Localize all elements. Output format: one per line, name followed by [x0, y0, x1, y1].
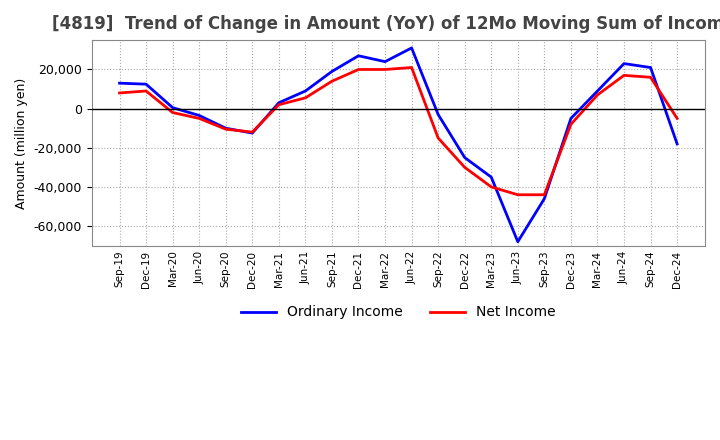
Net Income — [567, 121, 575, 127]
Ordinary Income — [195, 113, 204, 118]
Ordinary Income — [381, 59, 390, 64]
Net Income — [115, 90, 124, 95]
Net Income — [142, 88, 150, 94]
Net Income — [487, 184, 495, 190]
Ordinary Income — [354, 53, 363, 59]
Ordinary Income — [540, 196, 549, 202]
Title: [4819]  Trend of Change in Amount (YoY) of 12Mo Moving Sum of Incomes: [4819] Trend of Change in Amount (YoY) o… — [52, 15, 720, 33]
Net Income — [381, 67, 390, 72]
Legend: Ordinary Income, Net Income: Ordinary Income, Net Income — [235, 300, 562, 325]
Net Income — [620, 73, 629, 78]
Ordinary Income — [222, 125, 230, 131]
Net Income — [672, 116, 681, 121]
Net Income — [195, 116, 204, 121]
Net Income — [248, 129, 256, 135]
Net Income — [513, 192, 522, 198]
Net Income — [540, 192, 549, 198]
Ordinary Income — [672, 141, 681, 147]
Net Income — [222, 127, 230, 132]
Net Income — [408, 65, 416, 70]
Net Income — [168, 110, 177, 115]
Ordinary Income — [142, 81, 150, 87]
Ordinary Income — [301, 88, 310, 94]
Line: Ordinary Income: Ordinary Income — [120, 48, 677, 242]
Ordinary Income — [434, 112, 443, 117]
Net Income — [301, 95, 310, 100]
Ordinary Income — [593, 88, 602, 94]
Ordinary Income — [620, 61, 629, 66]
Ordinary Income — [328, 69, 336, 74]
Ordinary Income — [115, 81, 124, 86]
Ordinary Income — [248, 130, 256, 136]
Ordinary Income — [647, 65, 655, 70]
Net Income — [328, 79, 336, 84]
Net Income — [460, 165, 469, 170]
Y-axis label: Amount (million yen): Amount (million yen) — [15, 77, 28, 209]
Ordinary Income — [487, 175, 495, 180]
Ordinary Income — [460, 155, 469, 160]
Net Income — [434, 136, 443, 141]
Ordinary Income — [274, 100, 283, 106]
Ordinary Income — [408, 45, 416, 51]
Net Income — [647, 75, 655, 80]
Net Income — [274, 102, 283, 107]
Net Income — [354, 67, 363, 72]
Ordinary Income — [567, 116, 575, 121]
Line: Net Income: Net Income — [120, 67, 677, 195]
Net Income — [593, 92, 602, 98]
Ordinary Income — [168, 105, 177, 110]
Ordinary Income — [513, 239, 522, 244]
